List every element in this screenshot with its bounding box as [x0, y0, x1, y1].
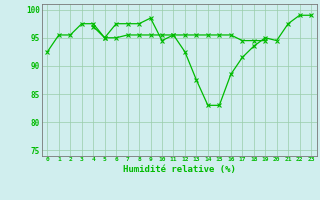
- X-axis label: Humidité relative (%): Humidité relative (%): [123, 165, 236, 174]
